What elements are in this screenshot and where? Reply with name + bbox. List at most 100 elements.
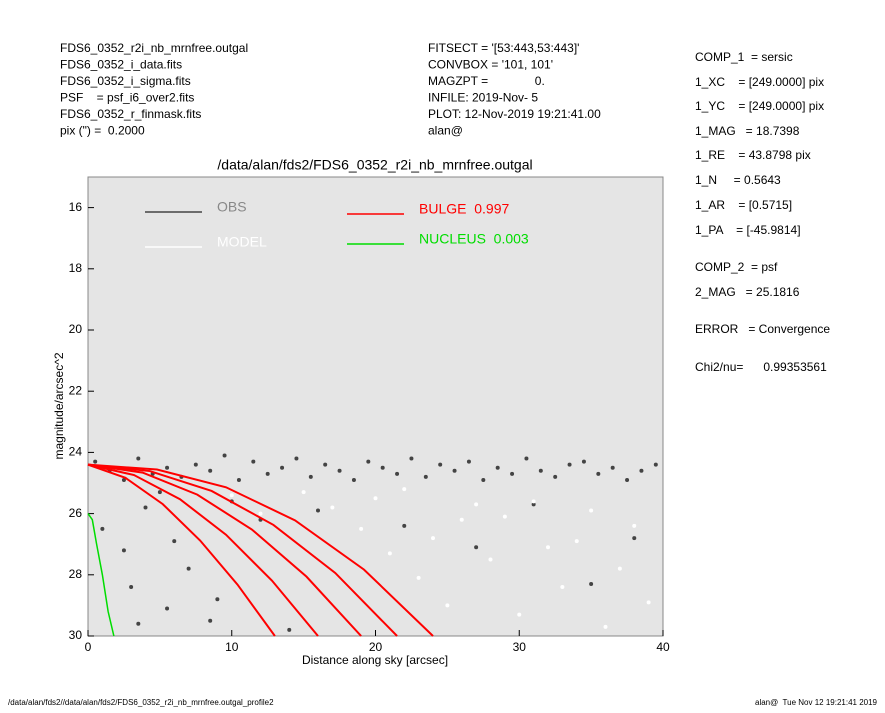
data-point [165, 606, 170, 611]
data-point [474, 502, 479, 507]
data-point [510, 471, 515, 476]
header-left: FDS6_0352_r2i_nb_mrnfree.outgal [60, 41, 248, 55]
y-tick-label: 22 [69, 383, 83, 397]
data-point [423, 474, 428, 479]
data-point [186, 566, 191, 571]
data-point [553, 474, 558, 479]
bulge-curve [87, 463, 362, 637]
data-point [121, 477, 126, 482]
fit-param: ERROR = Convergence [695, 322, 830, 336]
fit-param: COMP_2 = psf [695, 260, 778, 274]
data-point [165, 465, 170, 470]
fit-param: 1_AR = [0.5715] [695, 198, 792, 212]
data-point [193, 462, 198, 467]
data-point [560, 585, 565, 590]
data-point [373, 496, 378, 501]
fit-param: 1_MAG = 18.7398 [695, 124, 800, 138]
y-tick-label: 24 [69, 445, 83, 459]
data-point [236, 477, 241, 482]
data-point [617, 566, 622, 571]
y-tick-label: 28 [69, 567, 83, 581]
data-point [157, 490, 162, 495]
data-point [129, 585, 134, 590]
data-point [316, 508, 320, 513]
data-point [330, 505, 335, 510]
data-point [229, 493, 234, 498]
data-point [481, 477, 486, 482]
data-point [100, 526, 105, 531]
header-left: FDS6_0352_i_sigma.fits [60, 74, 191, 88]
y-tick-label: 30 [69, 628, 83, 642]
data-point [445, 603, 450, 608]
data-point [222, 453, 227, 458]
data-point [416, 575, 421, 580]
x-axis-label: Distance along sky [arcsec] [302, 653, 448, 667]
fit-param: COMP_1 = sersic [695, 50, 793, 64]
data-point [359, 526, 364, 531]
header-middle: INFILE: 2019-Nov- 5 [428, 91, 538, 105]
fit-param: 1_XC = [249.0000] pix [695, 75, 824, 89]
header-middle: alan@ [428, 124, 463, 138]
data-point [589, 581, 594, 586]
data-point [301, 490, 306, 495]
data-point [531, 499, 536, 504]
fit-param: 1_PA = [-45.9814] [695, 223, 801, 237]
data-point [610, 465, 615, 470]
data-point [531, 502, 536, 507]
legend-label: MODEL [217, 234, 267, 250]
data-point [294, 456, 299, 461]
data-point [538, 468, 543, 473]
data-point [589, 508, 594, 513]
data-point [574, 539, 579, 544]
legend-label: NUCLEUS 0.003 [419, 231, 529, 247]
footer-left: /data/alan/fds2//data/alan/fds2/FDS6_035… [8, 698, 274, 707]
data-point [136, 621, 141, 626]
legend-label: BULGE 0.997 [419, 201, 509, 217]
fit-param: 1_RE = 43.8798 pix [695, 148, 811, 162]
fit-param: 2_MAG = 25.1816 [695, 285, 800, 299]
data-point [653, 462, 658, 467]
data-point [459, 517, 464, 522]
data-point [337, 468, 342, 473]
data-point [567, 462, 572, 467]
y-tick-label: 18 [69, 261, 83, 275]
x-tick-label: 30 [513, 640, 527, 654]
data-point [308, 474, 313, 479]
data-point [280, 465, 285, 470]
data-point [121, 548, 126, 553]
x-tick-label: 20 [369, 640, 383, 654]
data-point [517, 612, 522, 617]
x-tick-label: 40 [656, 640, 670, 654]
bulge-curve [87, 463, 398, 637]
header-left: pix (") = 0.2000 [60, 124, 145, 138]
data-point [474, 545, 479, 550]
data-point [258, 511, 263, 516]
data-point [215, 597, 220, 602]
data-point [646, 600, 651, 605]
data-point [438, 462, 443, 467]
data-point [93, 459, 98, 464]
legend-label: OBS [217, 199, 247, 215]
fit-param: 1_YC = [249.0000] pix [695, 99, 824, 113]
data-point [380, 465, 385, 470]
data-point [208, 468, 213, 473]
data-point [639, 468, 644, 473]
header-left: FDS6_0352_i_data.fits [60, 58, 182, 72]
header-middle: MAGZPT = 0. [428, 74, 545, 88]
data-point [136, 456, 141, 461]
bulge-curve [87, 463, 434, 637]
data-point [625, 477, 630, 482]
data-point [387, 551, 392, 556]
y-tick-label: 26 [69, 506, 83, 520]
data-point [251, 459, 256, 464]
data-point [402, 523, 407, 528]
data-point [265, 471, 270, 476]
data-point [581, 459, 586, 464]
data-point [351, 477, 356, 482]
data-point [546, 545, 550, 550]
x-tick-label: 10 [225, 640, 239, 654]
header-middle: FITSECT = '[53:443,53:443]' [428, 41, 579, 55]
plot-area [87, 176, 664, 637]
data-point [402, 487, 407, 492]
